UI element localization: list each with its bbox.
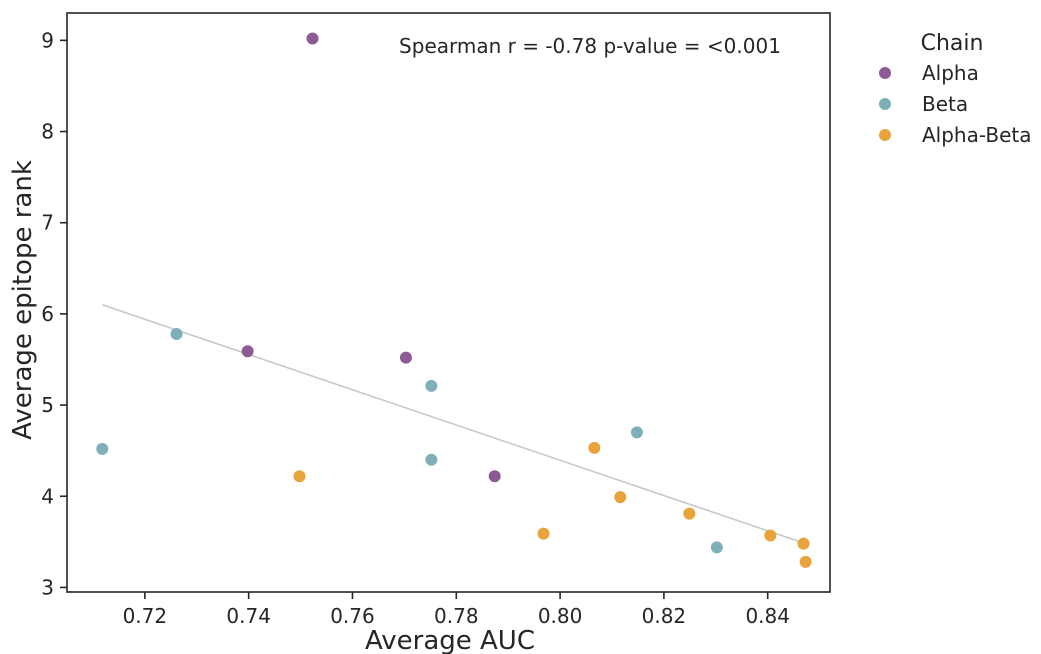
point-alpha-beta-1 (293, 470, 306, 483)
point-alpha-beta-3 (588, 441, 601, 454)
y-axis: 3 4 5 6 7 8 9 (41, 28, 67, 599)
legend-label-alpha: Alpha (922, 61, 979, 85)
point-alpha-beta-4 (614, 491, 627, 504)
legend-title: Chain (921, 31, 984, 56)
point-alpha-3 (399, 351, 412, 364)
point-alpha-beta-7 (797, 537, 810, 550)
y-tick-label: 9 (41, 28, 54, 52)
point-alpha-beta-5 (683, 507, 696, 520)
legend-marker-beta (879, 98, 891, 110)
point-beta-3 (425, 379, 438, 392)
y-tick-label: 3 (41, 575, 54, 599)
x-tick-label: 0.80 (538, 604, 583, 628)
x-tick-label: 0.84 (745, 604, 790, 628)
y-tick-label: 5 (41, 393, 54, 417)
point-beta-2 (170, 327, 183, 340)
point-alpha-4 (488, 470, 501, 483)
point-beta-1 (96, 442, 109, 455)
regression-line (102, 304, 806, 545)
y-tick-label: 8 (41, 120, 54, 144)
x-tick-label: 0.76 (330, 604, 375, 628)
plot-frame (66, 12, 831, 593)
spearman-annotation: Spearman r = -0.78 p-value = <0.001 (399, 34, 781, 58)
legend-label-beta: Beta (922, 92, 968, 116)
x-axis: 0.72 0.74 0.76 0.78 0.80 0.82 0.84 (123, 592, 790, 628)
legend: Chain Alpha Beta Alpha-Beta (879, 31, 1032, 147)
point-beta-4 (425, 453, 438, 466)
point-beta-6 (710, 541, 723, 554)
data-points (96, 32, 812, 568)
y-axis-title: Average epitope rank (8, 160, 38, 440)
point-alpha-beta-2 (537, 527, 550, 540)
y-tick-label: 4 (41, 484, 54, 508)
point-alpha-beta-6 (764, 529, 777, 542)
point-alpha-1 (306, 32, 319, 45)
x-axis-title: Average AUC (365, 626, 535, 654)
x-tick-label: 0.78 (434, 604, 479, 628)
y-tick-label: 6 (41, 302, 54, 326)
point-beta-5 (630, 426, 643, 439)
plot-area (66, 12, 831, 593)
x-tick-label: 0.72 (123, 604, 168, 628)
x-tick-label: 0.82 (642, 604, 687, 628)
x-tick-label: 0.74 (226, 604, 271, 628)
legend-label-alpha-beta: Alpha-Beta (922, 123, 1032, 147)
point-alpha-2 (241, 345, 254, 358)
point-alpha-beta-8 (799, 555, 812, 568)
legend-marker-alpha (879, 67, 891, 79)
legend-marker-alpha-beta (879, 129, 891, 141)
y-tick-label: 7 (41, 211, 54, 235)
